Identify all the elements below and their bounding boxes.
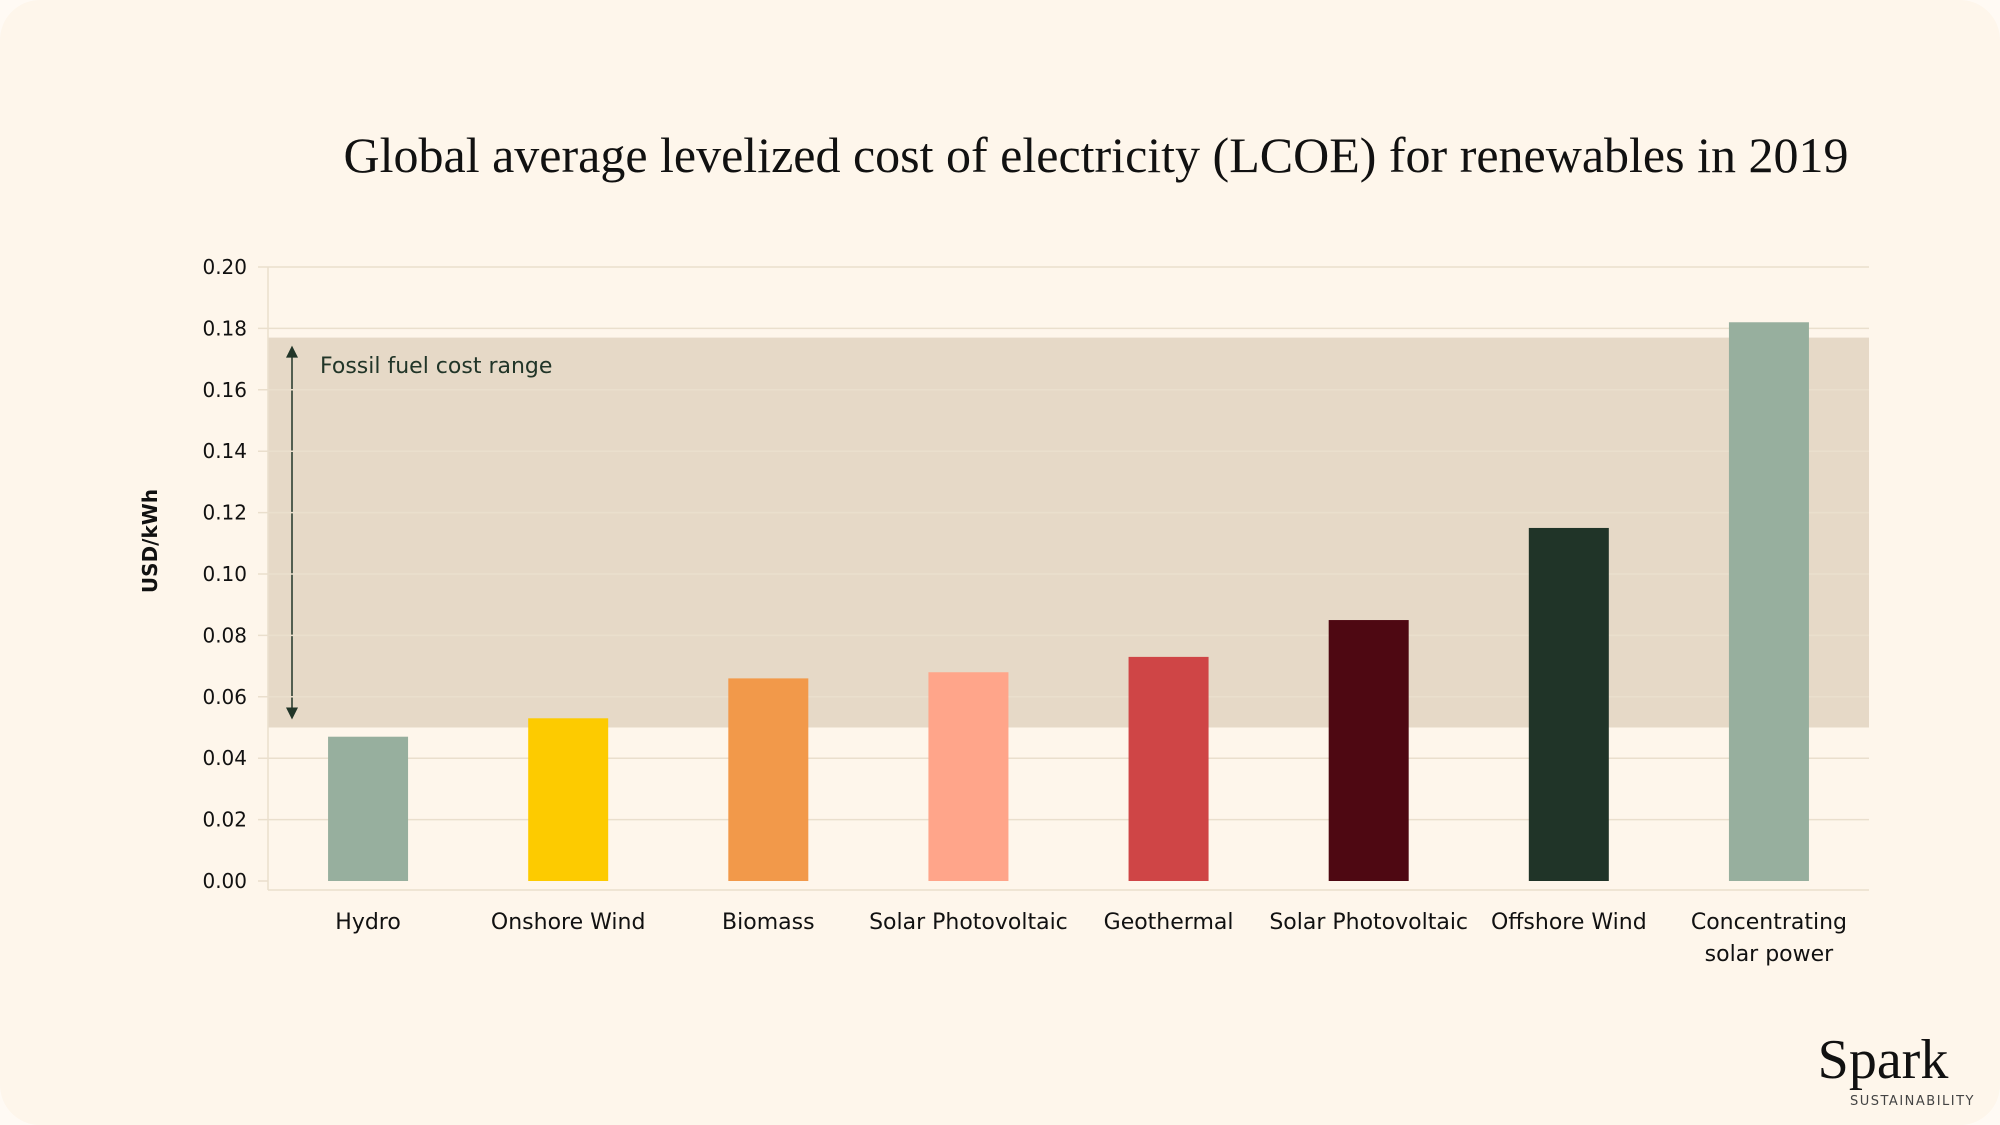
bar xyxy=(328,736,409,881)
x-category-label: Solar Photovoltaic xyxy=(1269,910,1468,935)
chart-title: Global average levelized cost of electri… xyxy=(344,127,1849,183)
y-tick-label: 0.16 xyxy=(202,378,247,402)
y-axis-label: USD/kWh xyxy=(138,489,162,593)
x-category-label: Offshore Wind xyxy=(1491,910,1647,935)
x-category-label: Onshore Wind xyxy=(491,910,646,935)
bar xyxy=(728,678,809,881)
y-tick-label: 0.08 xyxy=(202,623,247,647)
bar xyxy=(928,672,1009,881)
x-category-label: Solar Photovoltaic xyxy=(869,910,1068,935)
y-tick-label: 0.18 xyxy=(202,316,247,340)
y-tick-label: 0.04 xyxy=(202,746,247,770)
bar xyxy=(528,718,609,881)
logo-wordmark: Spark xyxy=(1818,1029,1949,1091)
logo: Spark SUSTAINABILITY xyxy=(1818,1029,1975,1109)
y-tick-label: 0.02 xyxy=(202,808,247,832)
y-tick-label: 0.12 xyxy=(202,501,247,525)
y-tick-label: 0.00 xyxy=(202,869,247,893)
arrow-up-icon xyxy=(286,345,298,358)
x-category-label: solar power xyxy=(1705,942,1835,967)
annotation-label: Fossil fuel cost range xyxy=(320,354,552,379)
bar xyxy=(1728,322,1809,881)
x-category-label: Concentrating xyxy=(1691,910,1847,935)
fossil-fuel-range-band xyxy=(268,337,1869,728)
arrow-down-icon xyxy=(286,707,298,720)
x-category-label: Hydro xyxy=(335,910,401,935)
y-tick-label: 0.06 xyxy=(202,685,247,709)
y-tick-label: 0.10 xyxy=(202,562,247,586)
y-tick-label: 0.20 xyxy=(202,255,247,279)
x-category-label: Geothermal xyxy=(1104,910,1234,935)
x-category-label: Biomass xyxy=(722,910,815,935)
bar xyxy=(1528,527,1609,881)
bar xyxy=(1128,656,1209,881)
y-tick-label: 0.14 xyxy=(202,439,247,463)
bar xyxy=(1328,620,1409,881)
logo-subtitle: SUSTAINABILITY xyxy=(1850,1094,1975,1109)
